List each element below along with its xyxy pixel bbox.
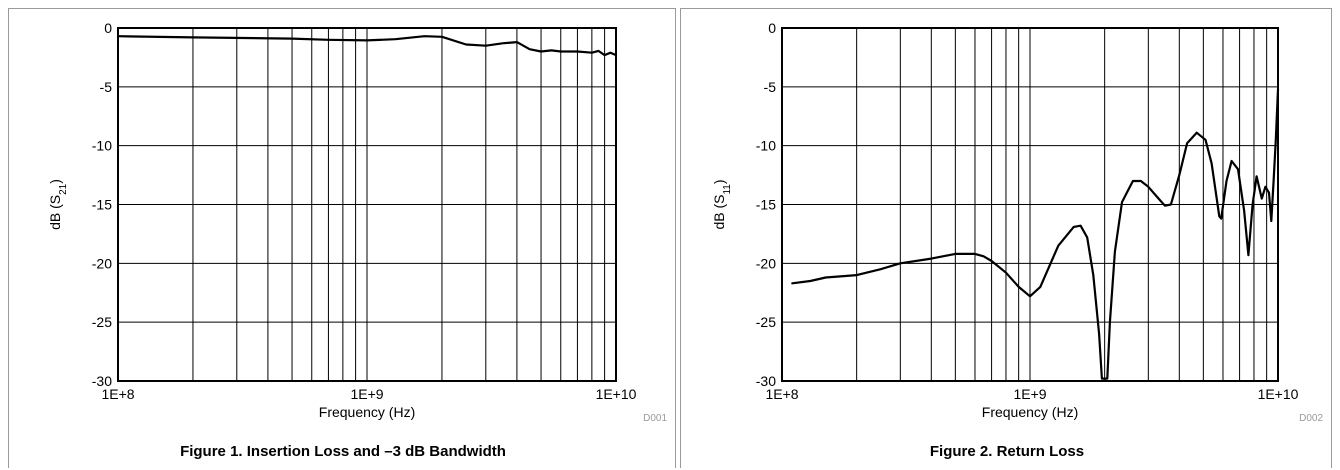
x-tick-label: 1E+9 — [350, 386, 383, 402]
x-axis-label: Frequency (Hz) — [982, 404, 1078, 420]
x-tick-label: 1E+8 — [101, 386, 134, 402]
series-line — [791, 88, 1280, 380]
plot-area-frame — [781, 27, 1279, 382]
y-tick-label: -15 — [92, 197, 112, 213]
x-tick-label: 1E+10 — [1258, 386, 1299, 402]
y-tick-label: -30 — [756, 373, 776, 389]
y-tick-label: -25 — [92, 314, 112, 330]
chart-panel-return-loss: 0 -5 -10 -15 -20 -25 -30 1E+8 1E+9 1E+10 Frequency… — [680, 8, 1332, 468]
x-tick-label: 1E+8 — [765, 386, 798, 402]
y-tick-label: -5 — [764, 79, 777, 95]
figure-code: D001 — [643, 413, 667, 424]
x-axis-label: Frequency (Hz) — [319, 404, 415, 420]
y-axis-label: dB (S11) — [711, 179, 733, 229]
figure-caption: Figure 1. Insertion Loss and –3 dB Bandw… — [180, 443, 506, 460]
series-line — [116, 35, 618, 57]
chart-panel-insertion-loss: 0 -5 -10 -15 -20 -25 -30 1E+8 1E+9 1E+10 Frequency… — [8, 8, 676, 468]
y-tick-label: -20 — [92, 255, 112, 271]
y-tick-label: -20 — [756, 255, 776, 271]
y-tick-label: -30 — [92, 373, 112, 389]
y-tick-label: -25 — [756, 314, 776, 330]
y-axis-label: dB (S21) — [47, 179, 69, 230]
y-tick-label: -5 — [100, 79, 113, 95]
y-tick-label: 0 — [768, 20, 776, 36]
x-tick-label: 1E+9 — [1013, 386, 1046, 402]
y-tick-label: 0 — [104, 20, 112, 36]
figure-code: D002 — [1299, 413, 1323, 424]
x-tick-label: 1E+10 — [596, 386, 637, 402]
y-tick-label: -15 — [756, 197, 776, 213]
plot-area-frame — [117, 27, 617, 382]
y-tick-label: -10 — [756, 138, 776, 154]
figure-caption: Figure 2. Return Loss — [930, 443, 1084, 460]
y-tick-label: -10 — [92, 138, 112, 154]
